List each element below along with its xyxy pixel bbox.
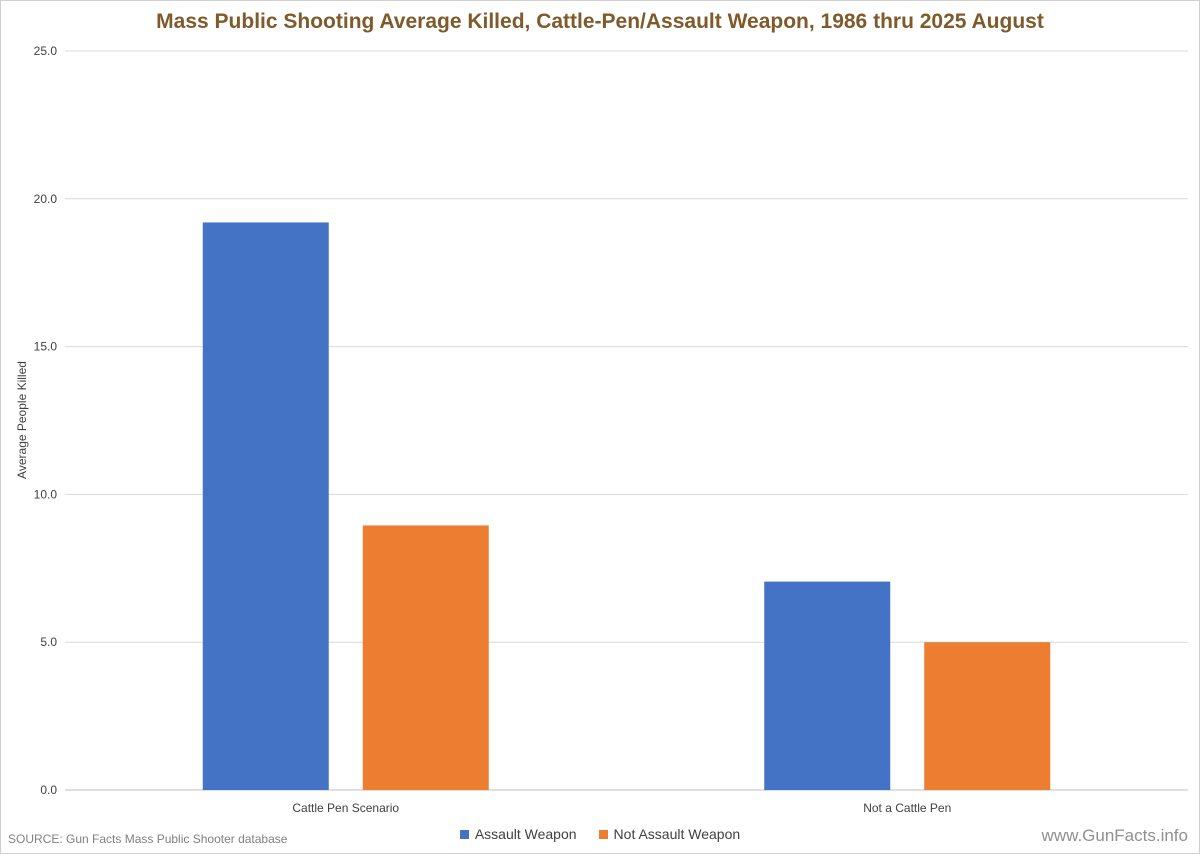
source-note: SOURCE: Gun Facts Mass Public Shooter da… [8,832,288,846]
y-tick-label: 5.0 [40,635,57,649]
bar [924,642,1051,790]
y-tick-label: 10.0 [34,487,58,501]
chart-title: Mass Public Shooting Average Killed, Cat… [156,10,1044,33]
y-tick-label: 25.0 [34,44,58,58]
x-tick-label: Not a Cattle Pen [863,801,951,815]
legend-label: Not Assault Weapon [613,826,741,842]
legend-item: Assault Weapon [459,826,577,842]
legend-swatch [459,829,469,839]
bar [764,581,891,790]
chart-legend: Assault Weapon Not Assault Weapon [0,826,1200,842]
y-tick-label: 15.0 [34,340,58,354]
x-tick-label: Cattle Pen Scenario [292,801,399,815]
site-watermark: www.GunFacts.info [1041,826,1188,845]
legend-item: Not Assault Weapon [598,826,741,842]
legend-label: Assault Weapon [474,826,577,842]
y-tick-label: 0.0 [40,783,57,797]
legend-swatch [598,829,608,839]
bar [202,222,329,790]
y-tick-label: 20.0 [34,192,58,206]
bar [362,525,489,790]
